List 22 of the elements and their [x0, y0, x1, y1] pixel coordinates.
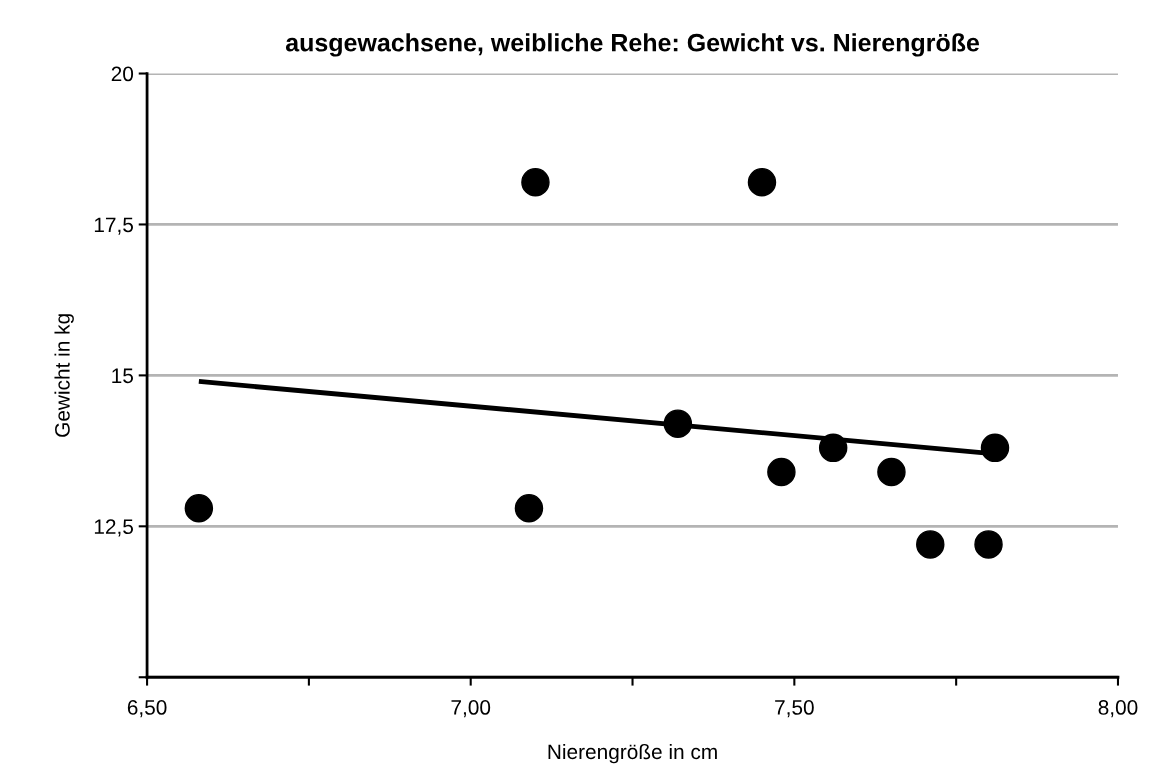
- x-axis-title: Nierengröße in cm: [548, 743, 717, 764]
- point: [663, 409, 693, 438]
- y-axis-title: Gewicht in kg: [54, 314, 74, 437]
- x-tick-label: 7,00: [451, 700, 491, 718]
- point: [980, 433, 1010, 463]
- x-tick-label: 7,50: [775, 700, 814, 718]
- y-tick-label: 17,5: [94, 217, 134, 235]
- y-tick-label: 12,5: [94, 519, 134, 537]
- point: [818, 433, 848, 463]
- point: [521, 167, 550, 197]
- x-tick-label: 6,50: [127, 700, 167, 718]
- point: [974, 530, 1003, 559]
- point: [747, 167, 777, 197]
- chart-title: ausgewachsene, weibliche Rehe: Gewicht vs. Nierengröße: [285, 33, 980, 57]
- point: [916, 530, 945, 559]
- y-tick-label: 20: [111, 66, 134, 82]
- y-tick-label: 15: [112, 368, 134, 384]
- point: [877, 457, 906, 487]
- point: [514, 493, 544, 523]
- x-tick-label: 8,00: [1098, 700, 1138, 718]
- point: [767, 457, 796, 487]
- point: [184, 493, 214, 523]
